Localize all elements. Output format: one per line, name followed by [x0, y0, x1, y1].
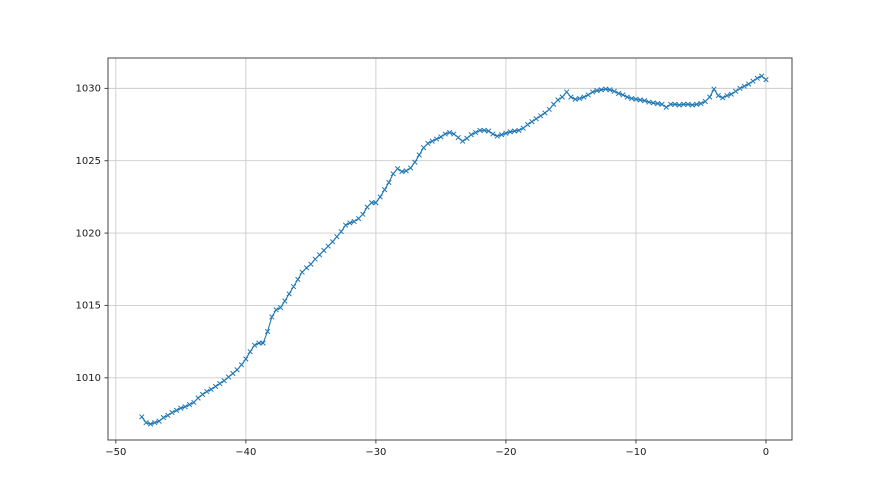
plot-border [107, 57, 793, 441]
y-tick-label: 1025 [76, 156, 101, 167]
y-tick-label: 1020 [76, 228, 101, 239]
x-tick-label: 0 [763, 447, 769, 458]
x-tick-label: −10 [625, 447, 646, 458]
data-series [139, 73, 769, 427]
axes-spines [107, 57, 793, 441]
x-axis-tick-labels: −50 −40 −30 −20 −10 0 [105, 447, 769, 458]
y-axis-tick-labels: 1010 1015 1020 1025 1030 [76, 84, 101, 384]
y-tick-label: 1010 [76, 373, 101, 384]
x-tick-label: −40 [235, 447, 256, 458]
y-tick-label: 1030 [76, 84, 101, 95]
grid-lines [108, 58, 792, 440]
data-point-markers [139, 73, 769, 427]
x-tick-label: −50 [105, 447, 126, 458]
axis-ticks [104, 87, 767, 444]
y-tick-label: 1015 [76, 301, 101, 312]
x-tick-label: −20 [495, 447, 516, 458]
x-tick-label: −30 [365, 447, 386, 458]
